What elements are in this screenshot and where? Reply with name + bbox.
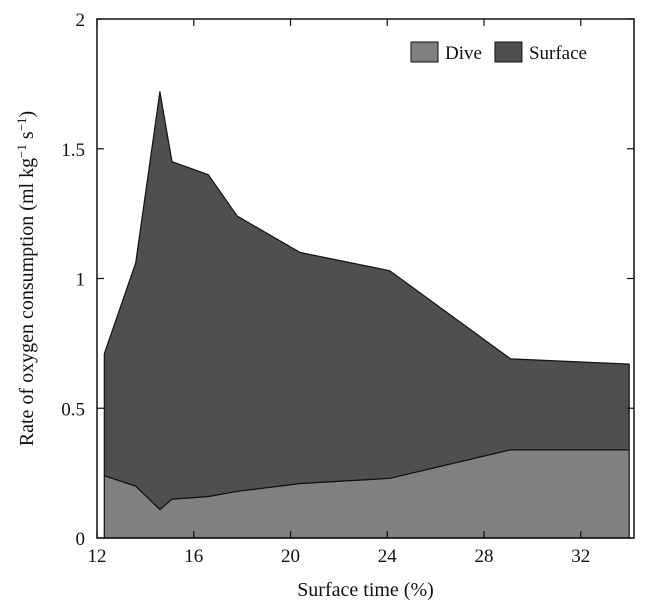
y-axis-title-close: ) (16, 111, 38, 118)
y-tick-label: 1.5 (61, 140, 85, 161)
x-tick-label: 28 (475, 546, 494, 567)
x-axis: 12 16 20 24 28 32 (88, 19, 590, 567)
x-tick-label: 16 (184, 546, 203, 567)
x-tick-label: 12 (88, 546, 107, 567)
y-axis-title-sup1: −1 (14, 144, 29, 158)
y-axis-title-main: Rate of oxygen consumption (ml kg (16, 158, 38, 446)
x-tick-label: 32 (571, 546, 590, 567)
x-tick-label: 20 (281, 546, 300, 567)
y-tick-label: 1 (76, 270, 86, 291)
legend-label-dive: Dive (445, 43, 482, 64)
x-axis-title: Surface time (%) (297, 579, 434, 601)
plot-areas (103, 91, 630, 539)
legend-swatch-surface (494, 41, 523, 63)
y-axis-title-mid: s (16, 131, 38, 144)
y-tick-label: 0.5 (61, 399, 85, 420)
y-axis: 0 0.5 1 1.5 2 (61, 10, 634, 550)
legend: Dive Surface (410, 41, 587, 64)
y-axis-title-sup2: −1 (14, 117, 29, 131)
x-tick-label: 24 (378, 546, 398, 567)
area-surface (103, 91, 630, 511)
legend-swatch-dive (410, 41, 439, 63)
y-axis-title: Rate of oxygen consumption (ml kg−1 s−1) (14, 111, 39, 446)
y-tick-label: 0 (76, 529, 86, 550)
legend-label-surface: Surface (529, 43, 587, 64)
y-tick-label: 2 (76, 10, 86, 31)
